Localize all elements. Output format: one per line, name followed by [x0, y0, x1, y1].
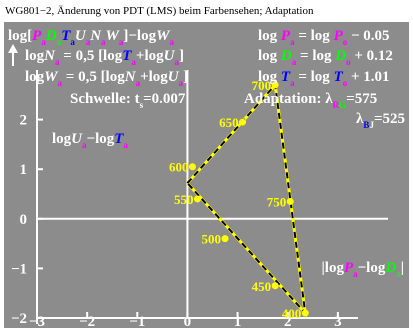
formula-threshold: Schwelle: ts=0.007 [70, 91, 186, 110]
data-point [301, 309, 309, 317]
data-point-label: 450 [252, 279, 272, 294]
y-tick-label: 0 [20, 212, 28, 228]
formula-adaptation-1: Adaptation: λRG=575 [244, 91, 377, 110]
data-point-label: 400 [282, 306, 302, 321]
x-tick-label: 3 [334, 314, 342, 330]
data-point [271, 81, 279, 89]
data-point-label: 500 [202, 232, 222, 247]
header-title: WG801−2, Änderung von PDT (LMS) beim Far… [5, 5, 314, 17]
y-tick-label: −2 [11, 311, 27, 327]
x-tick-label: 0 [184, 314, 192, 330]
y-tick-label: −1 [11, 261, 27, 277]
x-tick-label: −3 [29, 314, 45, 330]
formula-left-1: log[PaDaTaUaNaWa]−logWa [8, 28, 174, 47]
plot-panel [4, 22, 409, 328]
data-point [286, 197, 294, 205]
data-point [239, 118, 247, 126]
data-point-label: 750 [267, 194, 287, 209]
formula-xlabel: |logPa−logDa| [321, 260, 404, 279]
arrow-up-icon-head [8, 44, 18, 53]
data-point [188, 163, 196, 171]
formula-adaptation-2: λBJ=525 [356, 111, 405, 130]
formula-left-3: logWa = 0,5 [logNa+logUa] [25, 69, 188, 88]
data-point [193, 195, 201, 203]
data-point-label: 600 [169, 160, 189, 175]
x-tick-label: −1 [129, 314, 145, 330]
data-point [221, 235, 229, 243]
series-line-dashes [186, 82, 307, 317]
formula-right-3: log Ta = log To + 1.01 [258, 69, 390, 88]
formula-right-2: log Da = log Do + 0.12 [258, 48, 393, 67]
x-tick-label: 2 [284, 314, 292, 330]
data-point-label: 550 [174, 192, 194, 207]
y-tick-label: 1 [20, 162, 28, 178]
formula-right-1: log Pa = log Po − 0.05 [258, 28, 390, 47]
x-tick-label: −2 [79, 314, 95, 330]
data-point-label: 700 [252, 78, 272, 93]
y-tick-label: 2 [20, 113, 28, 129]
formula-ylabel: logUa−logTa [52, 131, 128, 150]
data-point [271, 282, 279, 290]
formula-left-2: logNa = 0,5 [logTa+logUa] [25, 48, 184, 67]
x-tick-label: 1 [234, 314, 242, 330]
data-point-label: 650 [219, 115, 239, 130]
data-points: 700 650 600 550 750 500 450 400 [169, 78, 309, 321]
